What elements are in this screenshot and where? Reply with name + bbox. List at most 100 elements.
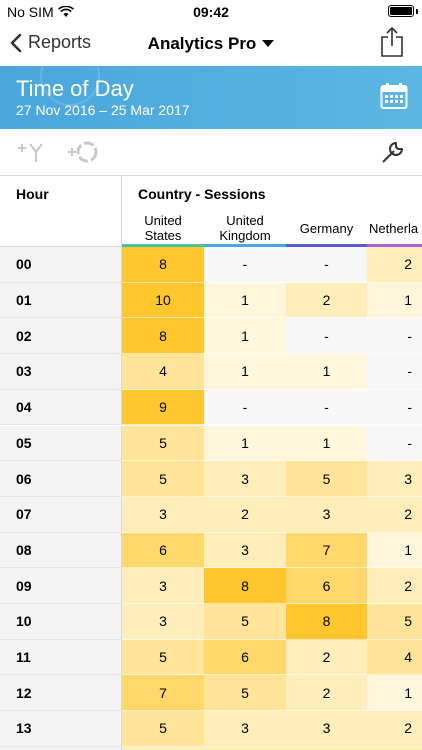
sessions-cell: 3: [122, 604, 204, 640]
sessions-cell: 2: [367, 247, 422, 283]
hour-cell: 06: [0, 461, 122, 497]
sessions-cell: 8: [122, 318, 204, 355]
country-column-header[interactable]: United Kingdom: [204, 212, 286, 247]
hour-cell: 07: [0, 496, 122, 533]
sessions-cell: 1: [367, 282, 422, 319]
battery-icon: [388, 5, 414, 17]
sessions-cell: 2: [367, 711, 422, 747]
back-label: Reports: [28, 32, 92, 52]
sessions-cell: 2: [204, 496, 286, 533]
carrier-group: No SIM: [7, 4, 74, 20]
add-comparison-icon[interactable]: [66, 139, 100, 165]
hour-header-label: Hour: [16, 186, 49, 202]
sessions-cell: 1: [286, 354, 367, 390]
sessions-cell: 2: [367, 496, 422, 533]
sessions-cell: 3: [204, 711, 286, 747]
calendar-icon[interactable]: [380, 82, 408, 110]
caret-down-icon: [262, 40, 275, 47]
sessions-cell: 3: [286, 711, 367, 747]
column-header-label: Netherla: [369, 220, 419, 236]
sessions-cell: [286, 746, 367, 750]
sessions-cell: 3: [286, 496, 367, 533]
hour-cell: 05: [0, 425, 122, 462]
sessions-table: Hour Country - Sessions United States Unit…: [0, 175, 422, 750]
sessions-cell: 8: [286, 604, 367, 640]
country-column-header[interactable]: Germany: [286, 212, 367, 247]
sessions-cell: 5: [122, 711, 204, 747]
add-segment-icon[interactable]: [16, 140, 48, 164]
sessions-cell: 3: [204, 461, 286, 497]
wifi-icon: [57, 6, 74, 17]
sessions-cell: 1: [286, 425, 367, 462]
report-title: Time of Day: [16, 76, 134, 101]
sessions-cell: -: [367, 425, 422, 462]
sessions-cell: 1: [367, 532, 422, 569]
sessions-cell: 1: [367, 675, 422, 712]
sessions-cell: 1: [204, 354, 286, 390]
sessions-cell: 3: [204, 532, 286, 569]
sessions-cell: 5: [122, 425, 204, 462]
sessions-cell: 5: [204, 604, 286, 640]
sessions-cell: 7: [286, 532, 367, 569]
hour-cell: 08: [0, 532, 122, 569]
sessions-cell: 5: [204, 675, 286, 712]
sessions-cell: 10: [122, 282, 204, 319]
status-bar: No SIM 09:42: [0, 0, 422, 22]
sessions-cell: -: [367, 354, 422, 390]
sessions-cell: 3: [367, 461, 422, 497]
chevron-left-icon: [10, 33, 22, 52]
sessions-cell: 2: [286, 675, 367, 712]
hour-cell: 13: [0, 711, 122, 747]
sessions-cell: 6: [122, 532, 204, 569]
sessions-cell: 1: [204, 282, 286, 319]
date-range: 27 Nov 2016 – 25 Mar 2017: [16, 102, 190, 118]
report-header: Time of Day 27 Nov 2016 – 25 Mar 2017: [0, 66, 422, 129]
sessions-cell: -: [367, 318, 422, 355]
sessions-cell: 4: [367, 639, 422, 676]
sessions-cell: [367, 746, 422, 750]
sessions-cell: 2: [286, 639, 367, 676]
column-header-label: Germany: [299, 220, 354, 236]
hour-cell: 04: [0, 389, 122, 426]
sessions-cell: 5: [122, 461, 204, 497]
sessions-cell: 3: [122, 496, 204, 533]
hour-cell: 00: [0, 247, 122, 283]
status-time: 09:42: [193, 4, 229, 20]
nav-title: Analytics Pro: [147, 34, 257, 53]
column-header-label: Kingdom: [219, 228, 271, 243]
sessions-cell: 8: [122, 247, 204, 283]
hour-cell: 03: [0, 354, 122, 390]
country-group-label: Country - Sessions: [138, 186, 266, 202]
sessions-cell: -: [204, 389, 286, 426]
sessions-cell: 3: [122, 568, 204, 604]
property-selector[interactable]: Analytics Pro: [0, 34, 422, 54]
country-column-header[interactable]: United States: [122, 212, 204, 247]
sessions-cell: 6: [204, 639, 286, 676]
hour-cell: 01: [0, 282, 122, 319]
country-group-header: Country - Sessions: [122, 176, 422, 212]
sessions-cell: 5: [122, 639, 204, 676]
battery-tip: [416, 9, 418, 14]
sessions-cell: 1: [204, 318, 286, 355]
hour-cell: 09: [0, 568, 122, 604]
hour-column-header: Hour: [0, 176, 122, 247]
wrench-icon[interactable]: [380, 139, 406, 165]
sessions-cell: -: [286, 318, 367, 355]
sessions-cell: 2: [286, 282, 367, 319]
column-header-label: States: [144, 228, 182, 243]
sessions-cell: 6: [286, 568, 367, 604]
sessions-cell: [204, 746, 286, 750]
back-button[interactable]: Reports: [10, 32, 91, 53]
hour-cell: 02: [0, 318, 122, 355]
sessions-cell: -: [286, 389, 367, 426]
sessions-cell: -: [286, 247, 367, 283]
sessions-cell: -: [204, 247, 286, 283]
nav-bar: Reports Analytics Pro: [0, 22, 422, 66]
share-icon[interactable]: [380, 26, 404, 58]
sessions-cell: 8: [204, 568, 286, 604]
hour-cell: 11: [0, 639, 122, 676]
sessions-cell: 7: [122, 675, 204, 712]
carrier-label: No SIM: [7, 4, 54, 20]
country-column-header[interactable]: Netherla: [367, 212, 422, 247]
sessions-cell: 5: [367, 604, 422, 640]
